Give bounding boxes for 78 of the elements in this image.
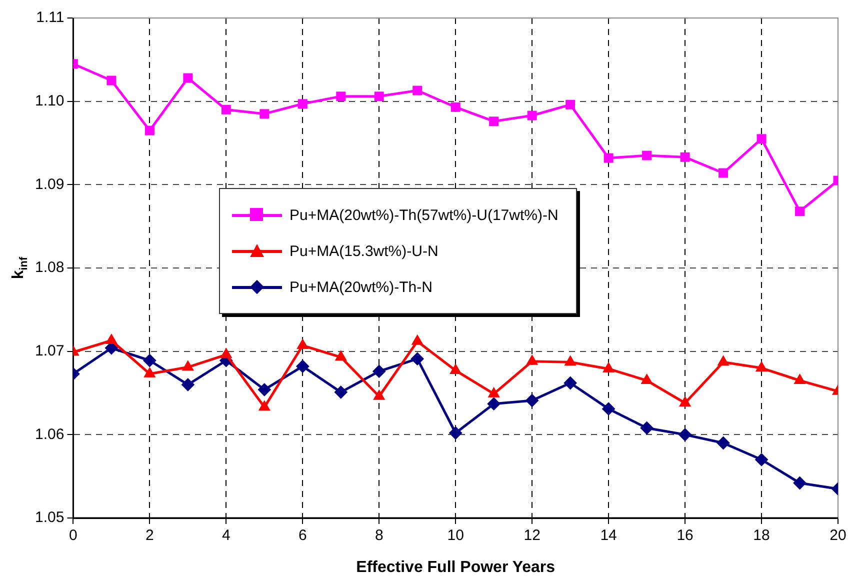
point [260, 109, 270, 119]
point [716, 436, 730, 450]
legend-label: Pu+MA(15.3wt%)-U-N [290, 242, 438, 260]
point [718, 168, 728, 178]
point [258, 400, 270, 411]
x-tick-label: 14 [600, 527, 617, 544]
point [526, 394, 539, 407]
point [373, 390, 385, 400]
point [106, 334, 118, 344]
point [678, 428, 692, 442]
y-tick-label: 1.07 [34, 342, 64, 360]
point [604, 153, 614, 163]
point [602, 402, 616, 416]
point [641, 374, 652, 384]
point [527, 110, 537, 120]
point [183, 73, 193, 83]
point [144, 367, 156, 378]
point [258, 383, 271, 396]
point [450, 364, 462, 374]
point [794, 374, 806, 384]
y-tick-label: 1.11 [36, 9, 64, 26]
point [526, 354, 538, 365]
x-tick-label: 0 [69, 527, 78, 544]
point [143, 354, 156, 367]
point [566, 100, 576, 110]
point [487, 397, 500, 410]
point [412, 334, 424, 345]
x-tick-label: 10 [447, 527, 464, 544]
point [642, 150, 652, 160]
y-axis-title: kinf [10, 256, 30, 280]
x-tick-label: 12 [524, 527, 540, 544]
point [488, 387, 500, 398]
point [182, 360, 194, 371]
point [640, 422, 654, 434]
point [450, 102, 460, 112]
point [181, 378, 194, 392]
point [564, 376, 577, 390]
point [334, 386, 348, 399]
point [449, 426, 462, 440]
point [374, 92, 384, 102]
point [679, 396, 691, 406]
point [756, 134, 766, 144]
point [296, 339, 308, 349]
point [336, 92, 346, 102]
point [755, 453, 768, 466]
point [680, 152, 690, 162]
point [298, 99, 308, 109]
x-tick-label: 16 [676, 527, 694, 544]
y-tick-label: 1.10 [34, 92, 64, 110]
y-tick-label: 1.09 [34, 176, 64, 193]
y-tick-label: 1.06 [34, 426, 64, 443]
point [793, 476, 806, 490]
x-axis-title: Effective Full Power Years [356, 559, 556, 576]
y-tick-label: 1.05 [34, 509, 64, 526]
point [602, 362, 614, 372]
legend-label: Pu+MA(20wt%)-Th-N [290, 278, 432, 296]
x-tick-label: 20 [830, 527, 846, 544]
x-tick-label: 4 [222, 527, 230, 544]
point [564, 356, 576, 366]
point [410, 352, 424, 366]
x-tick-label: 18 [753, 527, 770, 544]
point [756, 362, 768, 372]
point [489, 116, 499, 126]
point [106, 76, 116, 86]
x-tick-label: 8 [374, 527, 384, 544]
legend-label: Pu+MA(20wt%)-Th(57wt%)-U(17wt%)-N [290, 206, 558, 224]
y-tick-label: 1.08 [34, 259, 64, 276]
point [221, 104, 231, 114]
point [220, 348, 232, 358]
point [296, 360, 310, 373]
point [718, 356, 729, 366]
x-tick-label: 2 [146, 527, 154, 544]
point [144, 126, 154, 136]
x-tick-label: 6 [298, 527, 307, 544]
point [335, 350, 347, 361]
point [372, 364, 386, 378]
point [795, 206, 805, 216]
point [412, 86, 422, 96]
